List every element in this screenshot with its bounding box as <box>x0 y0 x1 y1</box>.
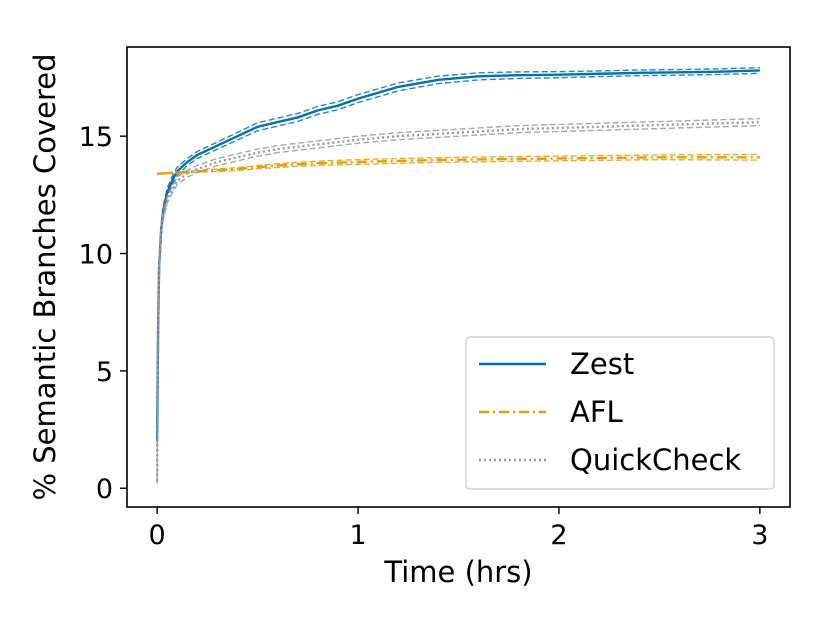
series-upper-bound <box>156 66 760 439</box>
legend-box <box>465 336 775 490</box>
y-axis-label: % Semantic Branches Covered <box>28 53 62 500</box>
legend-label: Zest <box>570 347 634 381</box>
y-tick-label: 15 <box>79 122 113 153</box>
x-tick-label: 1 <box>349 520 366 551</box>
plot-area <box>155 66 760 484</box>
legend-item-quickcheck: QuickCheck <box>479 443 741 477</box>
x-tick-label: 0 <box>149 520 166 551</box>
series-line <box>155 69 760 442</box>
legend-label: AFL <box>570 395 623 429</box>
y-axis: 0 5 10 15 <box>79 122 127 505</box>
y-tick-label: 10 <box>79 240 113 271</box>
series-upper-bound <box>157 153 760 174</box>
series-line <box>157 156 760 175</box>
series-upper-bound <box>156 117 760 479</box>
series-lower-bound <box>156 124 760 484</box>
legend-item-afl: AFL <box>479 395 623 429</box>
x-axis: 0 1 2 3 <box>149 507 768 551</box>
x-tick-label: 3 <box>751 520 768 551</box>
series-afl <box>157 153 760 175</box>
legend: Zest AFL QuickCheck <box>465 336 775 490</box>
legend-item-zest: Zest <box>479 347 634 381</box>
x-axis-label: Time (hrs) <box>383 555 532 589</box>
axes-frame <box>126 46 791 508</box>
series-quickcheck <box>155 117 760 484</box>
series-lower-bound <box>157 158 760 175</box>
legend-label: QuickCheck <box>570 443 741 477</box>
y-tick-label: 0 <box>96 474 113 505</box>
x-tick-label: 2 <box>550 520 567 551</box>
series-line <box>155 120 760 482</box>
y-tick-label: 5 <box>96 357 113 388</box>
